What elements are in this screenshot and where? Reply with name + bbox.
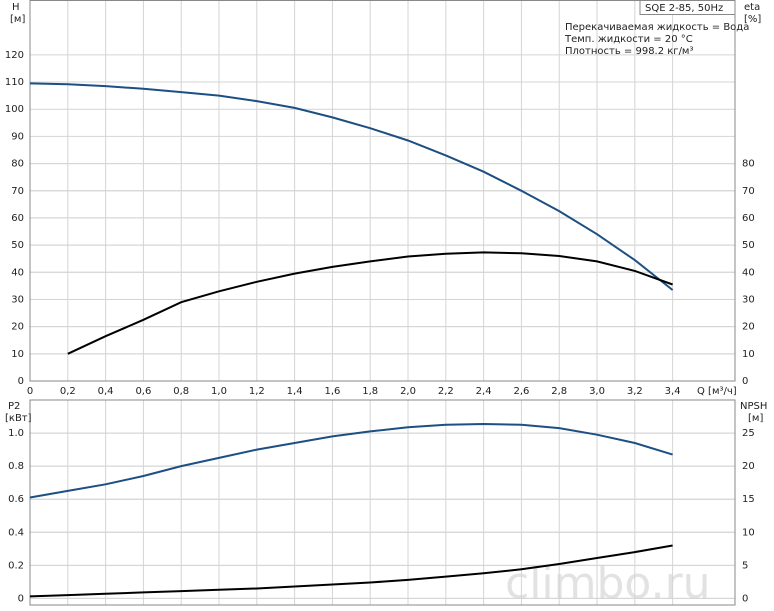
y-tick-label: 0.8 — [8, 461, 24, 472]
y-tick-label: 90 — [11, 131, 24, 142]
y2-tick-label: 0 — [742, 376, 748, 387]
x-tick-label: 1,8 — [362, 386, 378, 397]
y2-tick-label: 60 — [742, 213, 755, 224]
top-plot-frame — [29, 0, 736, 382]
curve — [29, 422, 673, 499]
x-tick-label: 3,0 — [589, 386, 605, 397]
x-tick-label: 3,2 — [627, 386, 643, 397]
x-tick-label: 1,4 — [287, 386, 303, 397]
y2-unit: [м] — [748, 413, 763, 424]
y-tick-label: 100 — [5, 104, 24, 115]
y-tick-label: 40 — [11, 267, 24, 278]
x-tick-label: 3,4 — [665, 386, 681, 397]
y2-tick-label: 20 — [742, 461, 755, 472]
y2-tick-label: 20 — [742, 322, 755, 333]
x-tick-label: 0,2 — [60, 386, 76, 397]
x-tick-label: 2,6 — [513, 386, 529, 397]
annotation: Темп. жидкости = 20 °C — [564, 34, 693, 45]
x-tick-label: 1,2 — [249, 386, 265, 397]
x-tick-label: 0,6 — [135, 386, 151, 397]
y2-tick-label: 10 — [742, 349, 755, 360]
y2-label: eta — [744, 2, 760, 13]
y-tick-label: 80 — [11, 159, 24, 170]
x-tick-label: 1,0 — [211, 386, 227, 397]
y-tick-label: 0 — [18, 376, 24, 387]
y2-tick-label: 70 — [742, 186, 755, 197]
y2-tick-label: 80 — [742, 159, 755, 170]
curve — [29, 82, 674, 291]
x-tick-label: 2,4 — [476, 386, 492, 397]
x-tick-label: 0,4 — [98, 386, 114, 397]
y-tick-label: 110 — [5, 77, 24, 88]
y-tick-label: 20 — [11, 322, 24, 333]
y-tick-label: 30 — [11, 294, 24, 305]
y-tick-label: 70 — [11, 186, 24, 197]
y2-tick-label: 25 — [742, 428, 755, 439]
x-tick-label: 2,8 — [551, 386, 567, 397]
y2-tick-label: 10 — [742, 527, 755, 538]
y-tick-label: 0.6 — [8, 494, 24, 505]
curve — [67, 251, 673, 355]
x-label: Q [м³/ч] — [697, 386, 737, 397]
x-tick-label: 0 — [27, 386, 33, 397]
y2-tick-label: 5 — [742, 560, 748, 571]
y-tick-label: 0.4 — [8, 527, 24, 538]
y2-label: NPSH — [740, 401, 767, 412]
y-tick-label: 60 — [11, 213, 24, 224]
bottom-plot-frame — [29, 399, 736, 606]
y-tick-label: 1.0 — [8, 428, 24, 439]
x-tick-label: 0,8 — [173, 386, 189, 397]
x-tick-label: 2,0 — [400, 386, 416, 397]
y-tick-label: 120 — [5, 50, 24, 61]
y-label: H — [12, 2, 20, 13]
y-tick-label: 10 — [11, 349, 24, 360]
x-tick-label: 1,6 — [324, 386, 340, 397]
chart-title: SQE 2-85, 50Hz — [645, 3, 723, 14]
y2-unit: [%] — [744, 14, 761, 25]
y-tick-label: 0.2 — [8, 560, 24, 571]
y-unit: [м] — [10, 14, 25, 25]
title-box — [639, 0, 736, 15]
y-tick-label: 0 — [18, 593, 24, 604]
y-tick-label: 50 — [11, 240, 24, 251]
x-tick-label: 2,2 — [438, 386, 454, 397]
y2-tick-label: 0 — [742, 593, 748, 604]
y-label: P2 — [8, 401, 20, 412]
y-unit: [кВт] — [5, 413, 32, 424]
annotation: Перекачиваемая жидкость = Вода — [565, 22, 749, 33]
annotation: Плотность = 998.2 кг/м³ — [565, 46, 694, 57]
curve — [29, 544, 673, 598]
y2-tick-label: 50 — [742, 240, 755, 251]
y2-tick-label: 15 — [742, 494, 755, 505]
y2-tick-label: 30 — [742, 294, 755, 305]
y2-tick-label: 40 — [742, 267, 755, 278]
